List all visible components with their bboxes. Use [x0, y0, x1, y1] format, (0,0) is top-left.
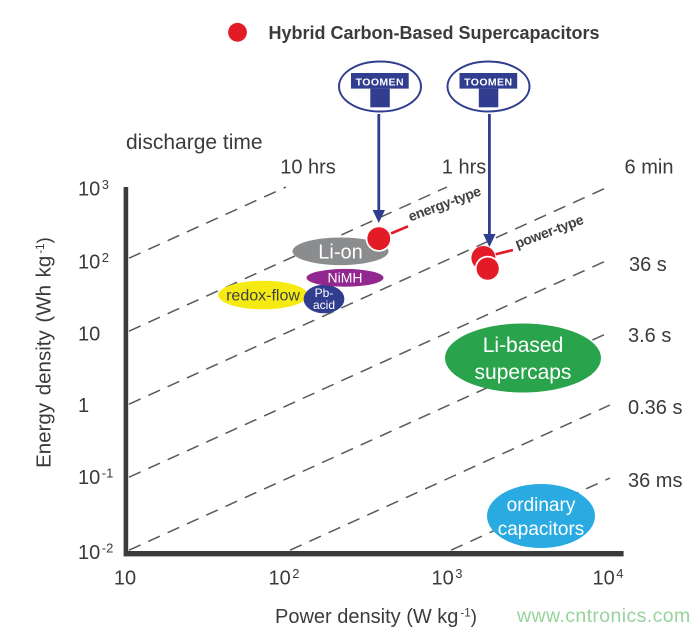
svg-text:supercaps: supercaps	[475, 361, 572, 384]
svg-text:6 min: 6 min	[625, 157, 674, 179]
svg-text:36 ms: 36 ms	[628, 470, 682, 492]
svg-text:Li-based: Li-based	[483, 334, 564, 357]
svg-text:NiMH: NiMH	[328, 270, 363, 286]
svg-text:1 hrs: 1 hrs	[442, 157, 486, 179]
svg-text:ordinary: ordinary	[507, 495, 576, 516]
svg-text:10: 10	[78, 324, 100, 346]
svg-text:3.6 s: 3.6 s	[628, 325, 671, 347]
svg-text:acid: acid	[313, 298, 335, 312]
svg-text:10 hrs: 10 hrs	[280, 157, 336, 179]
svg-text:36 s: 36 s	[629, 254, 667, 276]
svg-text:capacitors: capacitors	[498, 519, 585, 540]
svg-text:0.36 s: 0.36 s	[628, 397, 682, 419]
svg-text:discharge time: discharge time	[126, 131, 263, 154]
svg-text:www.cntronics.com: www.cntronics.com	[516, 605, 691, 627]
svg-text:TOOMEN: TOOMEN	[464, 76, 512, 88]
svg-text:Energy density (Wh kg-1): Energy density (Wh kg-1)	[33, 237, 56, 468]
svg-text:Li-on: Li-on	[318, 242, 362, 264]
svg-text:1: 1	[78, 395, 89, 417]
svg-text:TOOMEN: TOOMEN	[356, 76, 404, 88]
svg-text:Power density (W kg-1): Power density (W kg -1)	[275, 606, 477, 628]
svg-text:redox-flow: redox-flow	[226, 288, 300, 305]
svg-text:Hybrid Carbon-Based Supercapac: Hybrid Carbon-Based Supercapacitors	[268, 23, 599, 43]
svg-text:10: 10	[114, 568, 136, 590]
svg-text:Pb-: Pb-	[315, 286, 334, 300]
